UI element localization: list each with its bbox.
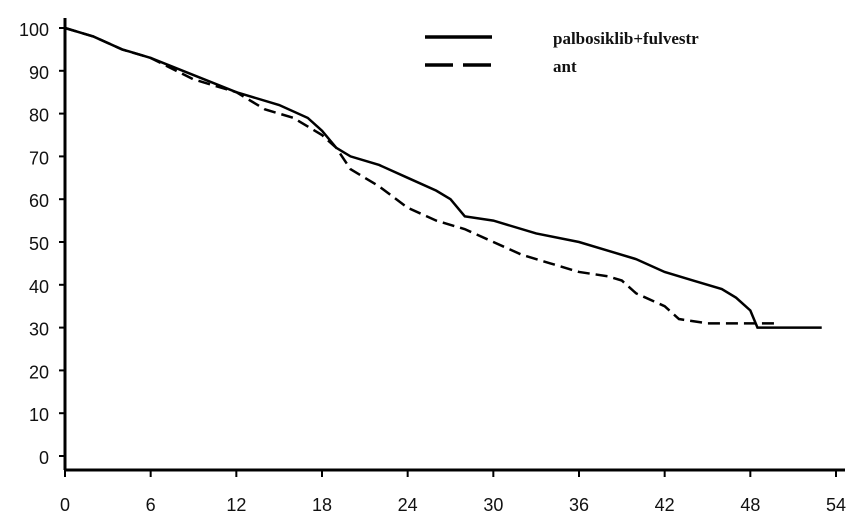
x-tick-label: 30 bbox=[483, 495, 503, 515]
survival-curve bbox=[64, 26, 822, 329]
y-tick-label: 90 bbox=[29, 63, 49, 83]
y-tick-label: 60 bbox=[29, 191, 49, 211]
y-tick-label: 10 bbox=[29, 405, 49, 425]
legend-label: ant bbox=[553, 57, 577, 76]
x-tick-label: 48 bbox=[740, 495, 760, 515]
y-tick-label: 40 bbox=[29, 277, 49, 297]
x-tick-label: 42 bbox=[655, 495, 675, 515]
y-tick-label: 30 bbox=[29, 320, 49, 340]
y-tick-label: 50 bbox=[29, 234, 49, 254]
x-tick-label: 36 bbox=[569, 495, 589, 515]
x-tick-label: 12 bbox=[226, 495, 246, 515]
y-tick-label: 100 bbox=[19, 20, 49, 40]
y-tick-label: 20 bbox=[29, 362, 49, 382]
y-tick-label: 0 bbox=[39, 448, 49, 468]
x-tick-label: 0 bbox=[60, 495, 70, 515]
x-tick-label: 24 bbox=[398, 495, 418, 515]
y-tick-label: 70 bbox=[29, 148, 49, 168]
y-tick-label: 80 bbox=[29, 106, 49, 126]
survival-curve bbox=[64, 26, 779, 325]
x-tick-label: 18 bbox=[312, 495, 332, 515]
x-tick-label: 6 bbox=[146, 495, 156, 515]
legend-label: palbosiklib+fulvestr bbox=[553, 29, 699, 48]
x-tick-label: 54 bbox=[826, 495, 846, 515]
